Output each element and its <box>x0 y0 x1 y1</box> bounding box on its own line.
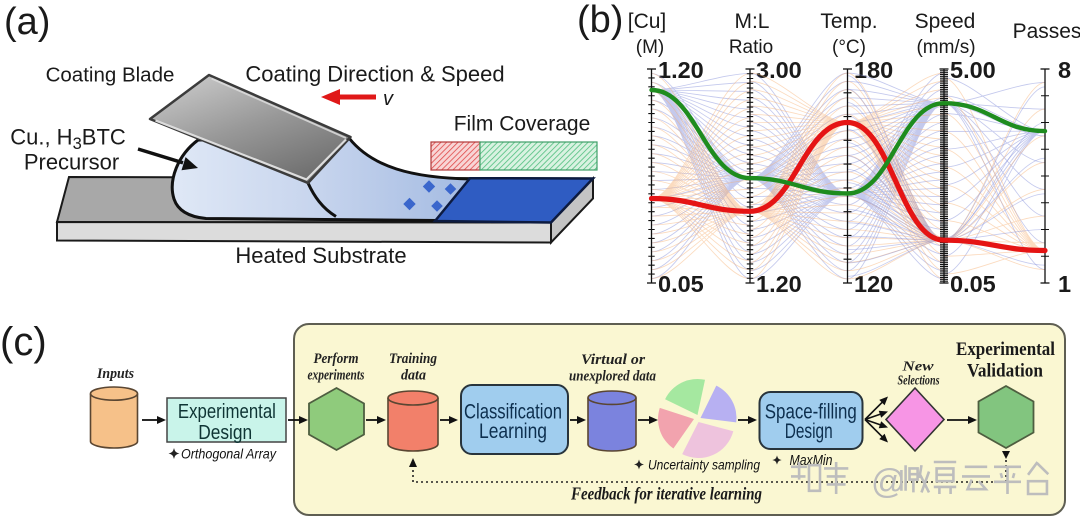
svg-text:Virtual or: Virtual or <box>581 352 645 368</box>
svg-text:(mm/s): (mm/s) <box>916 37 975 58</box>
svg-text:5.00: 5.00 <box>950 57 996 83</box>
svg-text:180: 180 <box>854 57 893 83</box>
svg-text:v: v <box>383 88 394 110</box>
svg-text:1: 1 <box>1058 271 1071 297</box>
svg-text:Space-filling: Space-filling <box>765 401 857 424</box>
svg-text:120: 120 <box>854 271 893 297</box>
svg-text:3.00: 3.00 <box>756 57 802 83</box>
svg-text:0.05: 0.05 <box>950 271 996 297</box>
svg-text:(c): (c) <box>0 320 47 364</box>
svg-text:Speed: Speed <box>915 10 976 33</box>
svg-text:Perform: Perform <box>314 351 359 367</box>
svg-text:Orthogonal Array: Orthogonal Array <box>181 446 277 462</box>
svg-text:0.05: 0.05 <box>658 271 704 297</box>
svg-text:data: data <box>401 368 426 384</box>
svg-text:Design: Design <box>785 420 833 443</box>
svg-text:(a): (a) <box>4 1 50 43</box>
svg-text:(b): (b) <box>577 0 623 41</box>
svg-text:Inputs: Inputs <box>96 366 134 382</box>
svg-text:(M): (M) <box>636 37 664 58</box>
svg-text:Design: Design <box>198 421 252 444</box>
svg-text:@: @ <box>871 463 906 501</box>
svg-text:Coating Direction & Speed: Coating Direction & Speed <box>245 62 504 87</box>
svg-text:Learning: Learning <box>479 420 547 443</box>
svg-text:Passes: Passes <box>1013 20 1080 43</box>
svg-text:Cu., H3BTC: Cu., H3BTC <box>10 125 126 154</box>
svg-text:Validation: Validation <box>967 361 1043 382</box>
svg-text:New: New <box>901 359 934 374</box>
svg-text:Heated Substrate: Heated Substrate <box>235 243 406 268</box>
svg-text:experiments: experiments <box>308 368 365 384</box>
svg-text:Experimental: Experimental <box>178 400 276 423</box>
svg-text:Uncertainty sampling: Uncertainty sampling <box>648 457 760 473</box>
svg-text:1.20: 1.20 <box>658 57 704 83</box>
svg-text:M:L: M:L <box>734 10 769 33</box>
svg-text:Ratio: Ratio <box>729 37 773 58</box>
svg-text:(°C): (°C) <box>832 37 866 58</box>
svg-text:Feedback for iterative learnin: Feedback for iterative learning <box>570 484 762 504</box>
svg-text:Temp.: Temp. <box>820 10 877 33</box>
svg-text:unexplored data: unexplored data <box>569 369 656 385</box>
svg-text:Selections: Selections <box>898 373 940 388</box>
svg-text:[Cu]: [Cu] <box>628 10 667 33</box>
svg-text:8: 8 <box>1058 57 1071 83</box>
svg-text:Classification: Classification <box>464 401 562 424</box>
svg-text:Experimental: Experimental <box>956 339 1055 360</box>
svg-text:1.20: 1.20 <box>756 271 802 297</box>
svg-text:Film Coverage: Film Coverage <box>454 113 591 136</box>
svg-text:Precursor: Precursor <box>24 150 119 175</box>
svg-text:Training: Training <box>389 351 437 367</box>
svg-text:Coating Blade: Coating Blade <box>46 64 175 87</box>
